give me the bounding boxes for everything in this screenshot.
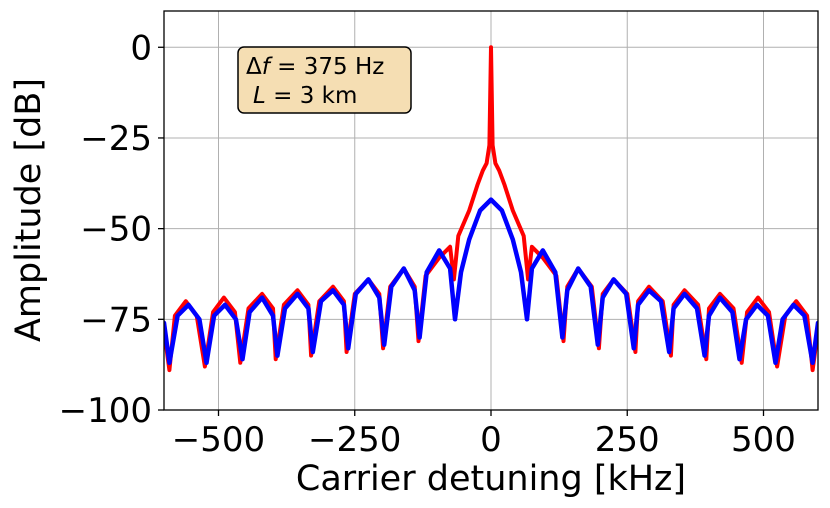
y-axis-label: Amplitude [dB] bbox=[9, 78, 49, 342]
annotation-box: Δf = 375 Hz L = 3 km bbox=[237, 46, 412, 114]
annotation-line-1: Δf = 375 Hz bbox=[246, 54, 384, 80]
y-tick-label: −100 bbox=[59, 391, 152, 431]
annotation-line-2: L = 3 km bbox=[253, 83, 357, 109]
y-tick-label: 0 bbox=[130, 28, 152, 68]
annotation-background bbox=[237, 46, 412, 114]
y-tick-label: −75 bbox=[80, 300, 152, 340]
x-axis-label: Carrier detuning [kHz] bbox=[296, 459, 686, 499]
x-tick-label: 250 bbox=[595, 420, 660, 460]
x-tick-label: 0 bbox=[480, 420, 502, 460]
series-layer bbox=[164, 45, 818, 373]
ticks: −500 −250 0 250 500 0 −25 −50 −75 −100 bbox=[59, 28, 796, 460]
x-tick-label: −500 bbox=[172, 420, 265, 460]
x-tick-label: 500 bbox=[731, 420, 796, 460]
x-tick-label: −250 bbox=[308, 420, 401, 460]
blue-series-line bbox=[164, 197, 818, 366]
y-tick-label: −50 bbox=[80, 210, 152, 250]
y-tick-label: −25 bbox=[80, 119, 152, 159]
